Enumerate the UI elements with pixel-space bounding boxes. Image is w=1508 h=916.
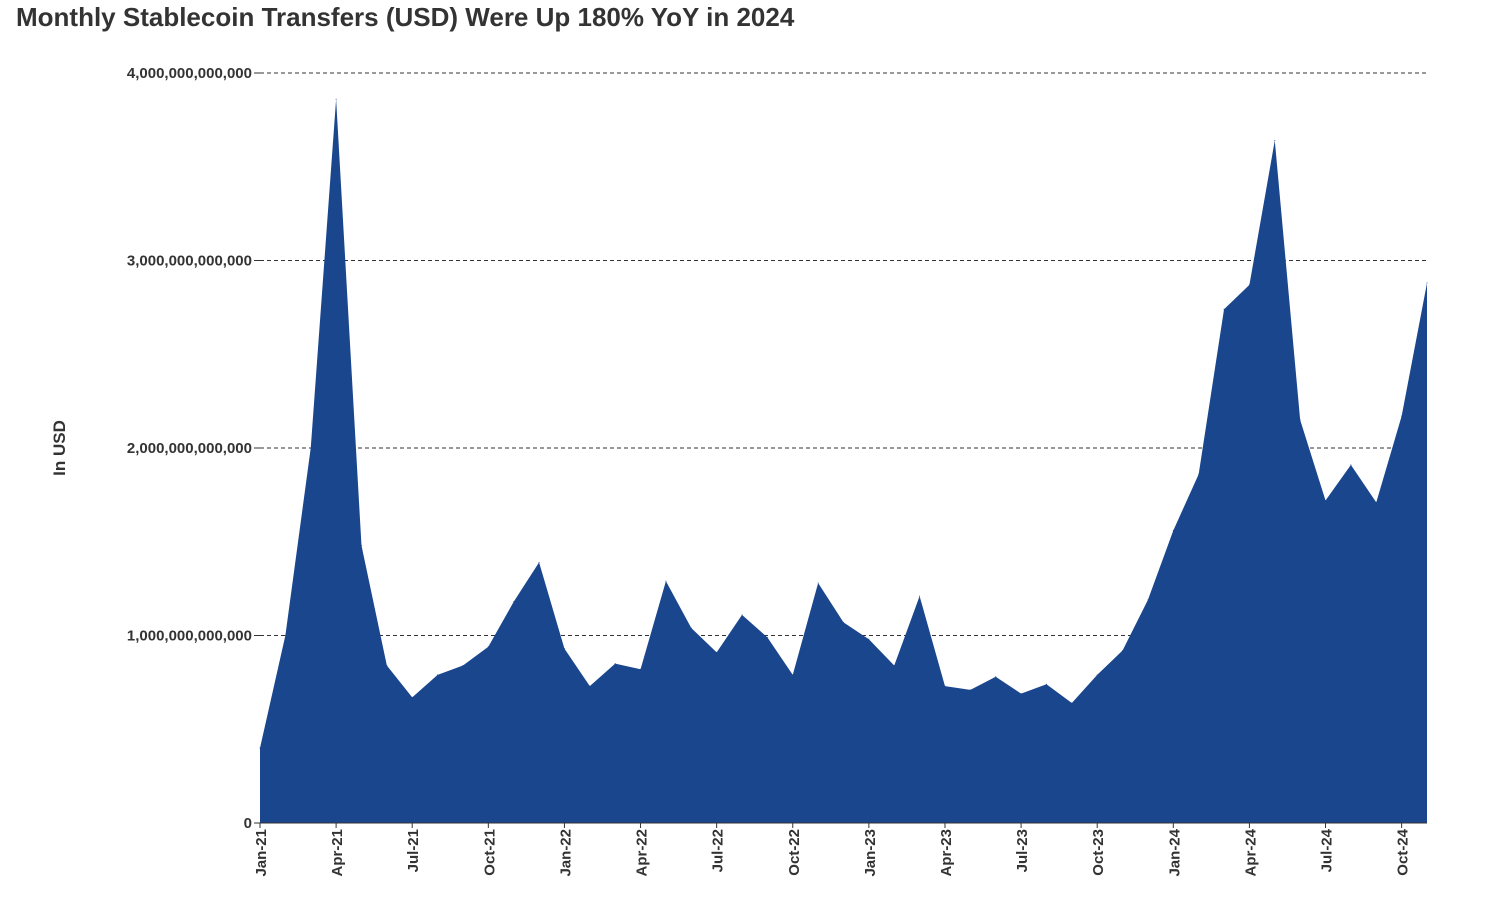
y-tick-label: 2,000,000,000,000 <box>127 440 252 457</box>
data-point <box>589 685 591 687</box>
y-tick-label: 4,000,000,000,000 <box>127 65 252 82</box>
data-point <box>335 98 337 100</box>
data-point <box>310 447 312 449</box>
data-point <box>766 636 768 638</box>
x-tick-label: Oct-24 <box>1395 828 1412 875</box>
data-point <box>1045 683 1047 685</box>
data-point <box>995 676 997 678</box>
y-tick-label: 1,000,000,000,000 <box>127 628 252 645</box>
data-point <box>868 638 870 640</box>
x-tick-label: Jul-24 <box>1319 828 1336 872</box>
data-point <box>843 621 844 623</box>
y-axis: 0 1,000,000,000,000 2,000,000,000,000 3,000… <box>127 65 260 832</box>
data-point <box>944 685 946 687</box>
data-point <box>665 580 667 582</box>
data-point <box>1401 415 1403 417</box>
data-point <box>716 651 718 653</box>
x-tick-label: Jan-22 <box>557 829 574 877</box>
data-point <box>817 582 819 584</box>
x-tick-label: Apr-22 <box>634 829 651 877</box>
data-point <box>1071 702 1073 704</box>
data-point <box>462 665 464 666</box>
data-point <box>513 601 515 603</box>
x-tick-label: Oct-23 <box>1090 829 1107 876</box>
x-axis: Jan-21 Apr-21 Jul-21 Oct-21 Jan-22 Apr-22 Jul-… <box>253 822 1427 877</box>
data-point <box>1198 473 1200 475</box>
data-point <box>487 646 489 648</box>
data-point <box>1325 500 1327 501</box>
y-tick-label: 3,000,000,000,000 <box>127 253 252 270</box>
data-point <box>741 614 743 616</box>
data-point <box>1426 282 1428 284</box>
data-point <box>437 674 439 676</box>
data-point <box>1375 501 1377 503</box>
x-tick-label: Jan-21 <box>253 829 270 877</box>
x-tick-label: Jul-21 <box>405 829 422 872</box>
data-point <box>919 595 921 597</box>
data-point <box>538 561 540 563</box>
x-tick-label: Oct-21 <box>481 829 498 876</box>
x-tick-label: Oct-22 <box>786 829 803 876</box>
area-series <box>259 98 1428 823</box>
data-point <box>284 635 286 636</box>
data-point <box>1350 464 1352 466</box>
x-tick-label: Jul-23 <box>1014 829 1031 872</box>
data-point <box>411 696 413 698</box>
data-point <box>1147 599 1149 601</box>
data-point <box>1172 530 1174 531</box>
area-series-fill <box>260 99 1427 823</box>
data-point <box>1223 308 1225 310</box>
x-tick-label: Jan-23 <box>862 829 879 877</box>
x-tick-label: Jan-24 <box>1166 828 1183 876</box>
data-point <box>1299 419 1301 421</box>
y-axis-title: In USD <box>50 420 69 476</box>
data-point <box>1122 650 1124 651</box>
x-tick-label: Jul-22 <box>710 829 727 872</box>
data-point <box>893 665 895 666</box>
data-point <box>690 627 692 629</box>
data-point <box>1020 693 1022 695</box>
x-tick-label: Apr-24 <box>1242 828 1259 876</box>
data-point <box>563 648 565 650</box>
data-point <box>386 665 388 666</box>
data-point <box>640 668 642 670</box>
data-point <box>259 747 261 749</box>
data-point <box>969 689 971 691</box>
data-point <box>792 674 794 676</box>
data-point <box>1096 674 1098 676</box>
chart-title: Monthly Stablecoin Transfers (USD) Were … <box>16 2 795 32</box>
y-tick-label: 0 <box>244 815 252 832</box>
data-point <box>1274 140 1276 141</box>
x-tick-label: Apr-23 <box>938 829 955 877</box>
x-tick-label: Apr-21 <box>329 829 346 877</box>
data-point <box>360 545 362 546</box>
data-point <box>614 663 616 665</box>
data-point <box>1248 284 1250 286</box>
